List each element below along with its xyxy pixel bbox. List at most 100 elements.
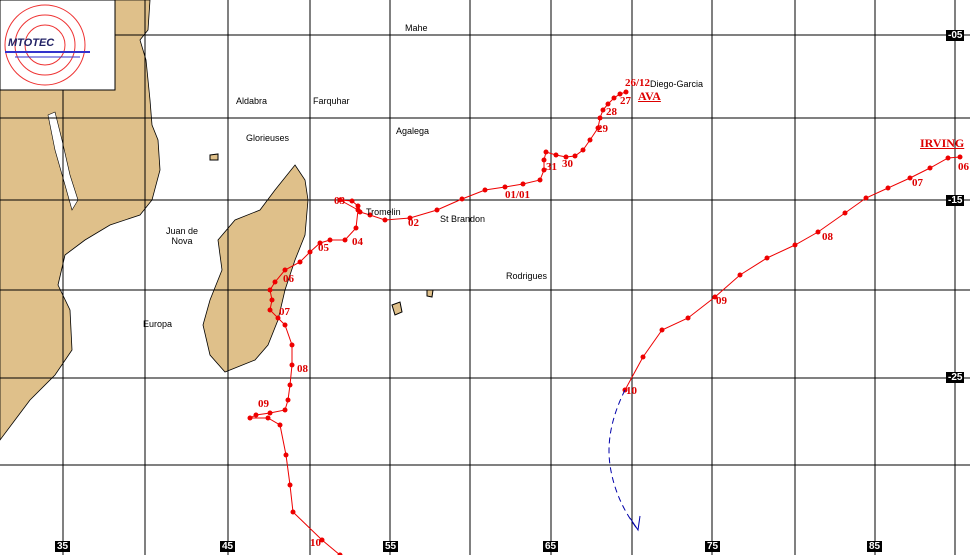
track-point [349,198,355,204]
track-point [543,149,549,155]
track-point [275,315,281,321]
track-date: 06 [283,273,294,285]
place-label: Diego-Garcia [650,79,704,89]
track-point [945,155,951,161]
track-point [541,157,547,163]
track-point [553,152,559,158]
track-point [764,255,770,261]
track-point [572,153,578,159]
track-date: 09 [258,398,269,410]
track-point [957,154,963,160]
track-point [587,137,593,143]
logo-text: MTOTEC [8,37,55,49]
track-point [617,91,623,97]
forecast-track [608,389,639,531]
track-point [287,482,293,488]
place-label: Europa [143,319,173,329]
track-point [353,225,359,231]
track-point [541,167,547,173]
track-date: 08 [822,231,833,243]
lat-label: -25 [946,372,965,383]
track-date: 04 [352,236,363,248]
place-label: Tromelin [366,207,401,217]
track-point [640,354,646,360]
track-point [287,382,293,388]
track-point [367,212,373,218]
track-point [597,115,603,121]
track-point [283,452,289,458]
place-label: Aldabra [236,96,268,106]
track-point [842,210,848,216]
track-point [267,287,273,293]
track-date: 06 [958,161,969,173]
track-date: 03 [334,195,345,207]
track-point [685,315,691,321]
track-date: 02 [408,217,419,229]
track-point [863,195,869,201]
track-point [337,552,343,555]
track-point [272,279,278,285]
track-point [407,215,413,221]
place-label: Rodrigues [506,271,548,281]
track-point [885,185,891,191]
place-label: Agalega [396,126,430,136]
track-point [563,154,569,160]
track-point [434,207,440,213]
track-date: 07 [912,177,923,189]
track-point [289,342,295,348]
track-point [611,95,617,101]
track-date: 29 [597,123,608,135]
lon-label: 45 [220,541,236,552]
lon-label: 75 [705,541,721,552]
track-point [282,267,288,273]
track-point [502,184,508,190]
lat-label: -05 [946,30,965,41]
track-point [927,165,933,171]
track-point [815,229,821,235]
track-point [537,177,543,183]
track-point [253,412,259,418]
track-point [290,509,296,515]
track-point [267,410,273,416]
track-date: 10 [626,385,637,397]
lat-label: -15 [946,195,965,206]
track-date: 05 [318,242,329,254]
track [624,156,961,391]
track-date: 27 [620,95,631,107]
track-point [247,415,253,421]
track-point [337,197,343,203]
logo [0,0,116,91]
track-point [659,327,665,333]
lon-label: 65 [543,541,559,552]
storm-name: AVA [638,89,661,103]
track-point [580,147,586,153]
track-point [297,259,303,265]
track-point [342,237,348,243]
place-label: Mahe [405,23,428,33]
place-label: Farquhar [313,96,350,106]
track-point [319,537,325,543]
track-point [520,181,526,187]
track-point [282,322,288,328]
track-date: 09 [716,295,727,307]
track-date: 30 [562,158,573,170]
track-point [737,272,743,278]
track-point [265,415,271,421]
track-point [289,362,295,368]
track-point [285,397,291,403]
track-point [595,125,601,131]
track-date: 31 [546,161,557,173]
track-point [307,249,313,255]
track-point [382,217,388,223]
arrow-head [629,515,641,532]
track-point [459,196,465,202]
place-label: Glorieuses [246,133,290,143]
track-point [355,203,361,209]
track-point [327,237,333,243]
track-point [269,297,275,303]
lon-label: 55 [383,541,399,552]
track-date: 26/12 [625,77,651,89]
lon-label: 85 [867,541,883,552]
